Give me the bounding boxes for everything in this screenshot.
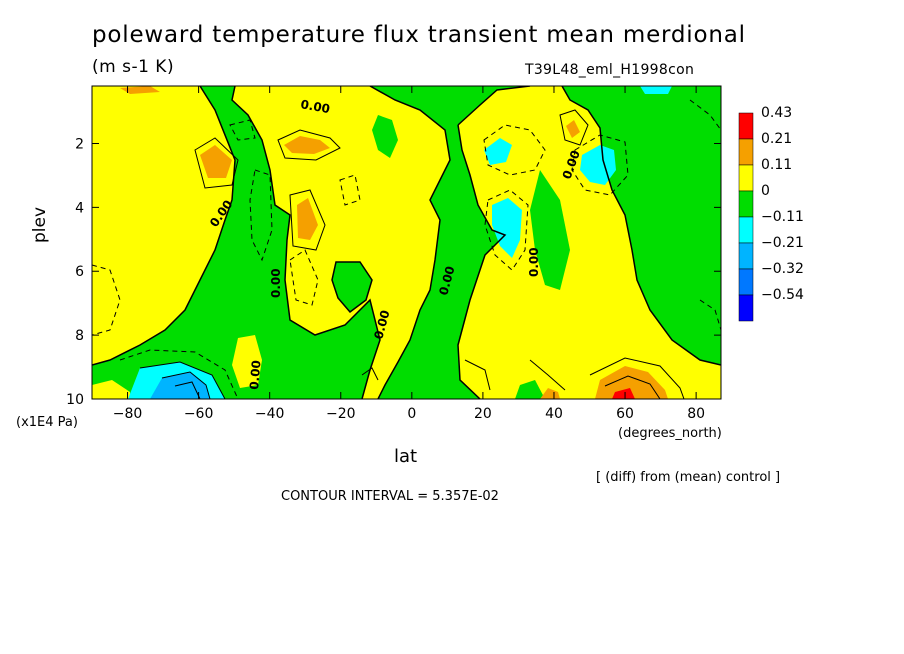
- diff-note: [ (diff) from (mean) control ]: [596, 470, 781, 485]
- fill-region: [640, 86, 672, 94]
- contour-label: 0.00: [299, 97, 331, 116]
- contour-line: [604, 375, 661, 399]
- contour-line: [119, 349, 239, 399]
- x-tick-label: 20: [474, 406, 492, 422]
- contour-line: [699, 299, 721, 331]
- fill-region: [484, 138, 512, 165]
- contour-line: [277, 129, 341, 161]
- contour-line: [484, 189, 529, 271]
- colorbar-swatch: [738, 294, 754, 322]
- contour-fills: [92, 86, 721, 399]
- colorbar-swatch: [738, 268, 754, 296]
- x-axis-units: (degrees_north): [618, 426, 722, 441]
- colorbar-swatch: [738, 138, 754, 166]
- contour-line: [229, 119, 256, 141]
- fill-region: [566, 120, 580, 138]
- colorbar-swatch: [738, 190, 754, 218]
- contour-line: [249, 169, 273, 262]
- x-tick-label: 40: [545, 406, 563, 422]
- colorbar-swatch: [738, 112, 754, 140]
- colorbar-label: 0.21: [761, 131, 792, 147]
- contour-line: [689, 99, 721, 131]
- fill-region: [458, 86, 721, 399]
- fill-region: [232, 335, 262, 388]
- contour-line: [161, 371, 211, 399]
- contour-line: [92, 264, 121, 336]
- contour-label: 0.00: [527, 247, 541, 277]
- contour-line: [174, 381, 201, 399]
- contour-interval: CONTOUR INTERVAL = 5.357E-02: [281, 489, 499, 504]
- fill-region: [540, 388, 560, 399]
- contour-line: [139, 361, 226, 399]
- contour-label: 0.00: [247, 360, 264, 391]
- colorbar-swatch: [738, 216, 754, 244]
- y-tick-label: 2: [75, 136, 84, 152]
- contour-line: [339, 174, 361, 206]
- contour-line: [464, 359, 491, 391]
- fill-region: [372, 115, 398, 158]
- fill-region: [332, 262, 372, 312]
- y-axis-label: plev: [30, 206, 50, 243]
- colorbar-label: −0.21: [761, 235, 804, 251]
- x-axis-label: lat: [394, 446, 418, 467]
- colorbar-label: −0.32: [761, 261, 804, 277]
- x-tick-label: −20: [326, 406, 356, 422]
- colorbar-label: 0: [761, 183, 770, 199]
- y-tick-label: 6: [75, 264, 84, 280]
- y-tick-label: 8: [75, 328, 84, 344]
- contour-line: [231, 86, 381, 399]
- colorbar-label: 0.11: [761, 157, 792, 173]
- contour-line: [361, 367, 379, 381]
- fill-region: [92, 380, 130, 399]
- contour-line: [194, 137, 239, 189]
- fill-region: [284, 136, 330, 154]
- fill-region: [530, 170, 570, 290]
- x-tick-label: 60: [616, 406, 634, 422]
- contour-line: [92, 86, 236, 366]
- contour-line: [289, 189, 326, 251]
- y-tick-label: 4: [75, 200, 84, 216]
- x-tick-label: −40: [255, 406, 285, 422]
- chart-units: (m s-1 K): [92, 57, 175, 77]
- fill-region: [200, 145, 232, 178]
- fill-region: [297, 198, 318, 240]
- y-axis-scale: (x1E4 Pa): [16, 415, 78, 430]
- y-tick-label: 10: [66, 392, 84, 408]
- colorbar-swatch: [738, 164, 754, 192]
- axis-ticks: −80 −60 −40 −20 0 20 40 60 80 2 4 6 8 10: [66, 86, 721, 422]
- fill-region: [492, 198, 522, 258]
- contour-line: [457, 86, 721, 366]
- fill-region: [150, 372, 210, 399]
- x-tick-label: −80: [113, 406, 143, 422]
- contour-label: 0.00: [269, 268, 283, 298]
- fill-region: [92, 86, 235, 365]
- contour-line: [289, 249, 319, 306]
- contour-line: [457, 124, 507, 399]
- chart-title: poleward temperature flux transient mean…: [92, 22, 746, 48]
- x-tick-label: 80: [687, 406, 705, 422]
- fill-region: [612, 388, 635, 399]
- fill-region: [120, 86, 160, 94]
- plot-frame: [91, 85, 722, 400]
- contour-line: [571, 134, 629, 196]
- contour-line: [559, 109, 589, 146]
- contour-line: [369, 86, 451, 399]
- fill-region: [232, 86, 450, 399]
- x-tick-label: 0: [407, 406, 416, 422]
- contour-line: [529, 359, 566, 391]
- contour-line: [589, 357, 685, 399]
- x-tick-label: −60: [184, 406, 214, 422]
- contour-lines-negative: [92, 99, 721, 399]
- colorbar-label: −0.11: [761, 209, 804, 225]
- run-id: T39L48_eml_H1998con: [525, 62, 695, 78]
- contour-line: [483, 124, 546, 176]
- contour-lines: [92, 86, 721, 399]
- colorbar-swatch: [738, 242, 754, 270]
- colorbar: 0.43 0.21 0.11 0 −0.11 −0.21 −0.32 −0.54: [738, 105, 804, 322]
- colorbar-label: 0.43: [761, 105, 792, 121]
- colorbar-label: −0.54: [761, 287, 804, 303]
- contour-line: [331, 261, 373, 314]
- fill-region: [595, 366, 668, 399]
